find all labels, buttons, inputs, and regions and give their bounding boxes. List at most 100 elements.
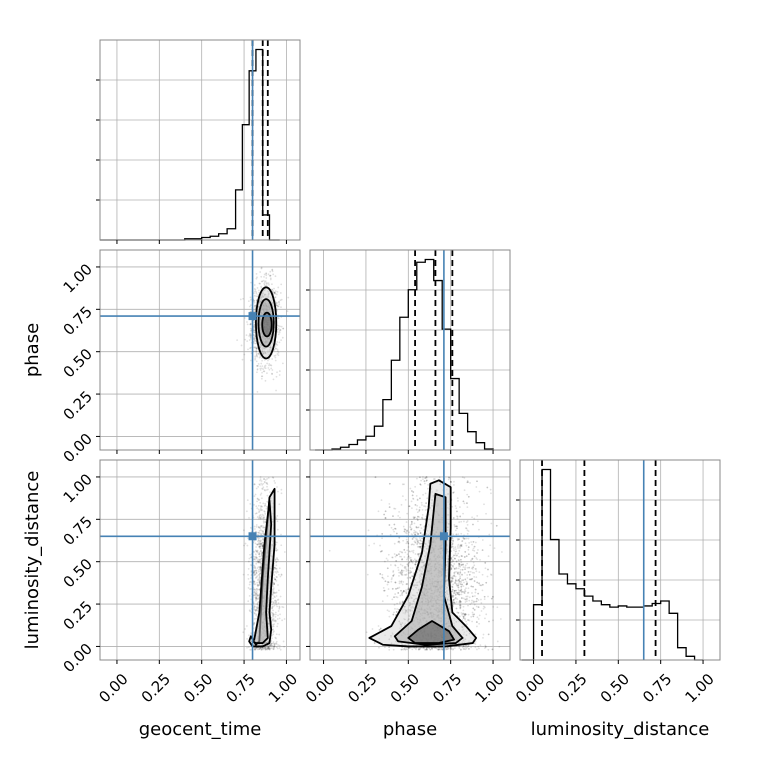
sample-point — [405, 568, 408, 571]
sample-point — [453, 582, 456, 585]
sample-point — [282, 606, 285, 609]
sample-point — [253, 621, 256, 624]
sample-point — [255, 596, 258, 598]
sample-point — [439, 648, 442, 651]
sample-point — [282, 327, 285, 330]
sample-point — [276, 341, 279, 343]
sample-point — [271, 619, 274, 622]
sample-point — [254, 493, 257, 496]
sample-point — [410, 520, 413, 523]
sample-point — [419, 483, 422, 486]
sample-point — [271, 270, 274, 273]
sample-point — [392, 648, 395, 651]
sample-point — [277, 351, 280, 354]
sample-point — [453, 567, 456, 570]
sample-point — [399, 572, 402, 574]
sample-point — [260, 532, 263, 535]
sample-point — [424, 477, 427, 479]
sample-point — [264, 280, 267, 282]
sample-point — [270, 367, 273, 370]
sample-point — [393, 553, 396, 555]
sample-point — [457, 589, 460, 591]
sample-point — [249, 526, 252, 529]
sample-point — [253, 608, 256, 611]
sample-point — [453, 480, 455, 483]
sample-point — [462, 644, 465, 647]
sample-point — [476, 480, 478, 483]
sample-point — [253, 594, 256, 597]
sample-point — [250, 281, 252, 284]
sample-point — [259, 476, 262, 478]
sample-point — [260, 362, 263, 365]
sample-point — [387, 581, 390, 584]
sample-point — [262, 370, 265, 373]
sample-point — [396, 596, 399, 599]
sample-point — [278, 329, 281, 332]
sample-point — [276, 599, 279, 601]
sample-point — [259, 578, 262, 581]
sample-point — [258, 581, 261, 583]
sample-point — [481, 549, 484, 552]
sample-point — [242, 297, 245, 300]
sample-point — [460, 589, 463, 592]
sample-point — [455, 566, 458, 569]
sample-point — [277, 305, 279, 308]
sample-point — [271, 288, 274, 291]
sample-point — [384, 510, 387, 513]
sample-point — [453, 592, 455, 594]
sample-point — [266, 282, 269, 285]
sample-point — [255, 525, 258, 528]
sample-point — [460, 532, 463, 535]
sample-point — [396, 554, 398, 557]
sample-point — [280, 325, 283, 328]
sample-point — [246, 340, 249, 342]
sample-point — [254, 512, 257, 515]
sample-point — [254, 565, 256, 568]
sample-point — [458, 615, 461, 618]
sample-point — [259, 529, 262, 531]
sample-point — [458, 573, 461, 576]
sample-point — [242, 573, 245, 576]
sample-point — [250, 588, 253, 590]
sample-point — [254, 609, 257, 611]
sample-point — [459, 606, 462, 608]
sample-point — [450, 647, 453, 650]
sample-point — [273, 566, 276, 569]
sample-point — [454, 525, 457, 528]
sample-point — [265, 507, 268, 510]
sample-point — [253, 588, 255, 590]
sample-point — [249, 347, 251, 350]
sample-point — [256, 497, 259, 500]
sample-point — [248, 516, 250, 519]
sample-point — [473, 603, 476, 606]
sample-point — [261, 545, 264, 548]
sample-point — [267, 647, 270, 649]
sample-point — [416, 504, 419, 507]
sample-point — [461, 583, 464, 586]
sample-point — [451, 577, 454, 580]
sample-point — [257, 560, 260, 563]
sample-point — [248, 305, 251, 308]
sample-point — [259, 582, 262, 585]
sample-point — [255, 609, 258, 611]
sample-point — [255, 557, 258, 559]
sample-point — [386, 581, 389, 583]
sample-point — [467, 546, 470, 549]
sample-point — [275, 642, 278, 645]
sample-point — [261, 541, 264, 544]
sample-point — [445, 647, 447, 650]
sample-point — [256, 516, 259, 518]
sample-point — [393, 603, 396, 606]
sample-point — [487, 555, 490, 558]
sample-point — [272, 605, 274, 608]
sample-point — [477, 618, 480, 620]
sample-point — [270, 642, 273, 645]
sample-point — [394, 528, 397, 530]
sample-point — [260, 524, 263, 527]
sample-point — [277, 490, 279, 493]
sample-point — [458, 580, 460, 582]
sample-point — [261, 357, 263, 360]
sample-point — [475, 621, 478, 623]
sample-point — [473, 613, 475, 616]
